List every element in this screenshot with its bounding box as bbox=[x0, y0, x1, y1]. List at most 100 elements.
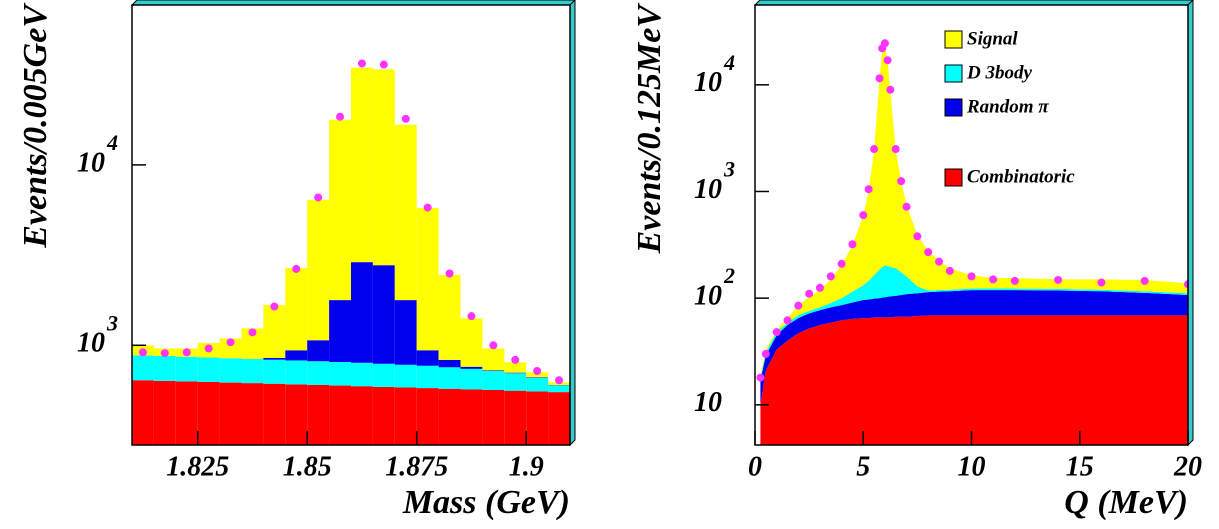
x-axis-title: Mass (GeV) bbox=[402, 484, 570, 521]
data-point bbox=[533, 367, 542, 376]
histogram-bar bbox=[416, 207, 439, 351]
data-point bbox=[445, 269, 454, 278]
histogram-bar bbox=[548, 392, 570, 445]
data-point bbox=[379, 60, 388, 69]
data-point bbox=[756, 373, 765, 382]
data-point bbox=[913, 232, 922, 241]
data-point bbox=[902, 202, 911, 211]
x-tick-label: 1.85 bbox=[283, 451, 332, 482]
histogram-bar bbox=[307, 340, 330, 362]
histogram-bar bbox=[438, 388, 461, 445]
histogram-bar bbox=[153, 356, 176, 381]
x-axis-title: Q (MeV) bbox=[1064, 484, 1188, 521]
histogram-bar bbox=[241, 328, 264, 359]
histogram-bar bbox=[416, 350, 439, 366]
data-point bbox=[270, 302, 279, 311]
y-tick-label: 10 bbox=[694, 174, 722, 205]
histogram-bar bbox=[394, 387, 417, 445]
data-point bbox=[891, 145, 900, 154]
y-tick-label: 10 bbox=[694, 387, 722, 418]
data-point bbox=[989, 275, 998, 284]
histogram-bar bbox=[263, 383, 286, 445]
histogram-bar bbox=[351, 67, 373, 263]
y-tick-exponent: 3 bbox=[723, 157, 735, 182]
legend-label: Random π bbox=[966, 96, 1049, 117]
histogram-bar bbox=[460, 389, 483, 445]
legend-label: Combinatoric bbox=[967, 166, 1075, 187]
x-tick-label: 20 bbox=[1173, 451, 1202, 482]
histogram-bar bbox=[197, 357, 220, 382]
y-tick-label: 10 bbox=[77, 328, 105, 359]
data-point bbox=[511, 355, 520, 364]
data-point bbox=[1097, 278, 1106, 287]
data-point bbox=[1184, 280, 1188, 289]
data-point bbox=[805, 289, 814, 298]
data-point bbox=[336, 112, 345, 121]
histogram-bar bbox=[132, 380, 154, 445]
histogram-bar bbox=[329, 119, 351, 301]
y-tick-label: 10 bbox=[77, 147, 105, 178]
histogram-bar bbox=[504, 373, 527, 391]
histogram-bar bbox=[504, 362, 527, 373]
data-point bbox=[138, 348, 147, 357]
histogram-bar bbox=[285, 384, 308, 445]
legend-label: Signal bbox=[967, 28, 1018, 49]
histogram-bar bbox=[438, 275, 461, 360]
x-tick-label: 1.875 bbox=[385, 451, 448, 482]
data-point bbox=[423, 203, 432, 212]
legend-swatch bbox=[944, 98, 963, 117]
data-point bbox=[1054, 275, 1063, 284]
data-point bbox=[883, 56, 892, 65]
histogram-bar bbox=[504, 390, 527, 445]
x-tick-label: 1.825 bbox=[166, 451, 229, 482]
data-point bbox=[794, 301, 803, 310]
histogram-bar bbox=[285, 360, 308, 385]
histogram-bar bbox=[460, 318, 483, 367]
data-point bbox=[204, 344, 213, 353]
histogram-bar bbox=[285, 268, 308, 351]
histogram-bar bbox=[394, 124, 417, 301]
y-axis-title: Events/0.125MeV bbox=[631, 3, 668, 255]
data-point bbox=[837, 259, 846, 268]
histogram-bar bbox=[351, 386, 373, 445]
plot-area bbox=[132, 59, 570, 445]
histogram-bar bbox=[285, 350, 308, 361]
legend-swatch bbox=[944, 30, 963, 49]
x-tick-label: 5 bbox=[856, 451, 870, 482]
histogram-bar bbox=[482, 390, 505, 445]
plot-area bbox=[756, 39, 1188, 445]
data-point bbox=[761, 349, 770, 358]
x-tick-label: 15 bbox=[1066, 451, 1094, 482]
data-point bbox=[357, 59, 366, 68]
y-tick-exponent: 2 bbox=[723, 263, 735, 288]
histogram-bar bbox=[394, 364, 417, 388]
area bbox=[760, 290, 1188, 405]
area bbox=[760, 315, 1188, 445]
data-point bbox=[1010, 276, 1019, 285]
histogram-bar bbox=[175, 381, 198, 445]
histogram-bar bbox=[526, 391, 549, 445]
data-point bbox=[935, 257, 944, 266]
data-point bbox=[967, 272, 976, 281]
data-point bbox=[467, 312, 476, 321]
data-point bbox=[864, 185, 873, 194]
data-point bbox=[815, 283, 824, 292]
histogram-bar bbox=[263, 358, 286, 360]
histogram-bar bbox=[438, 359, 461, 368]
histogram-bar bbox=[153, 380, 176, 445]
histogram-bar bbox=[219, 382, 242, 445]
histogram-bar bbox=[482, 371, 505, 391]
x-tick-label: 0 bbox=[748, 451, 762, 482]
data-point bbox=[783, 316, 792, 325]
histogram-bar bbox=[351, 362, 373, 387]
data-point bbox=[1140, 276, 1149, 285]
data-point bbox=[880, 39, 889, 48]
data-point bbox=[226, 338, 235, 347]
data-point bbox=[182, 348, 191, 357]
histogram-bar bbox=[526, 377, 549, 392]
y-axis-title: Events/0.005GeV bbox=[17, 3, 54, 249]
frame bbox=[131, 4, 571, 446]
data-point bbox=[924, 248, 933, 257]
x-tick-label: 10 bbox=[958, 451, 986, 482]
legend-swatch bbox=[944, 168, 963, 187]
